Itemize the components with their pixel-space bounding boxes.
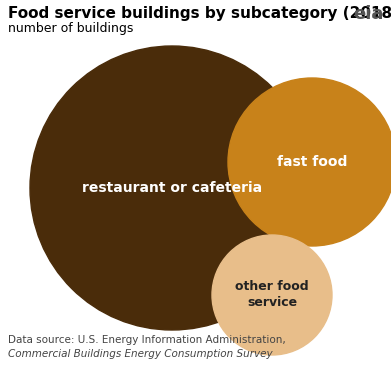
Text: eia: eia (353, 5, 383, 23)
Text: other food
service: other food service (235, 280, 309, 310)
Circle shape (228, 78, 391, 246)
Text: Food service buildings by subcategory (2018): Food service buildings by subcategory (2… (8, 6, 391, 21)
Circle shape (212, 235, 332, 355)
Circle shape (30, 46, 314, 330)
Text: Data source: U.S. Energy Information Administration,: Data source: U.S. Energy Information Adm… (8, 335, 289, 345)
Text: restaurant or cafeteria: restaurant or cafeteria (82, 181, 262, 195)
Text: fast food: fast food (277, 155, 347, 169)
Text: number of buildings: number of buildings (8, 22, 133, 35)
Text: Commercial Buildings Energy Consumption Survey: Commercial Buildings Energy Consumption … (8, 349, 273, 359)
